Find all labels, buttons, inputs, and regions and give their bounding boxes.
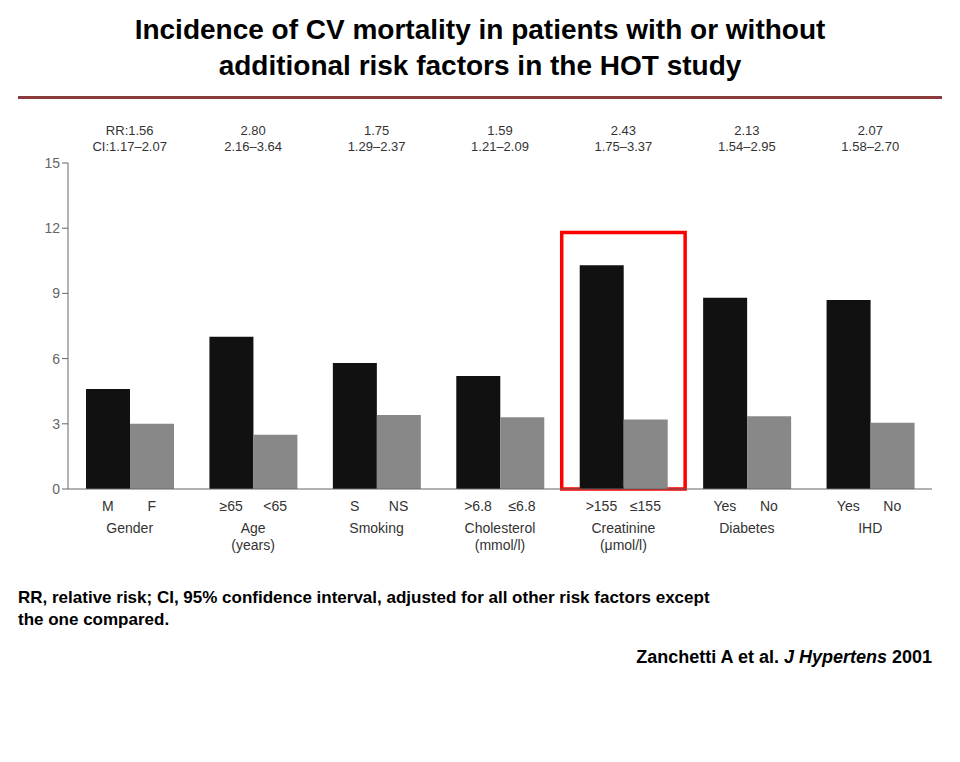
svg-text:12: 12 — [44, 220, 60, 236]
svg-text:≤6.8: ≤6.8 — [508, 498, 535, 514]
svg-text:Cholesterol: Cholesterol — [465, 520, 536, 536]
svg-text:1.75–3.37: 1.75–3.37 — [595, 139, 653, 154]
svg-text:No: No — [760, 498, 778, 514]
svg-text:No: No — [883, 498, 901, 514]
svg-text:1.29–2.37: 1.29–2.37 — [348, 139, 406, 154]
svg-text:NS: NS — [389, 498, 408, 514]
svg-text:Diabetes: Diabetes — [719, 520, 774, 536]
svg-text:0: 0 — [52, 481, 60, 497]
svg-text:6: 6 — [52, 351, 60, 367]
html-text:Zanchetti A et al. J Hypertens: Zanchetti A et al. J Hypertens 2001 — [636, 647, 932, 667]
svg-text:1.54–2.95: 1.54–2.95 — [718, 139, 776, 154]
svg-text:(μmol/l): (μmol/l) — [600, 537, 647, 553]
svg-text:2.13: 2.13 — [734, 123, 759, 138]
svg-text:>155: >155 — [586, 498, 618, 514]
svg-text:(mmol/l): (mmol/l) — [475, 537, 526, 553]
svg-text:1.58–2.70: 1.58–2.70 — [841, 139, 899, 154]
svg-text:(years): (years) — [231, 537, 275, 553]
svg-text:S: S — [350, 498, 359, 514]
svg-text:2.43: 2.43 — [611, 123, 636, 138]
svg-text:Yes: Yes — [713, 498, 736, 514]
svg-text:1.21–2.09: 1.21–2.09 — [471, 139, 529, 154]
svg-text:2.16–3.64: 2.16–3.64 — [224, 139, 282, 154]
svg-text:1.59: 1.59 — [487, 123, 512, 138]
svg-text:F: F — [147, 498, 156, 514]
svg-text:Gender: Gender — [106, 520, 153, 536]
svg-text:<65: <65 — [263, 498, 287, 514]
svg-text:CI:1.17–2.07: CI:1.17–2.07 — [92, 139, 166, 154]
svg-text:15: 15 — [44, 155, 60, 171]
html-text:Incidence of CV mortality in p: Incidence of CV mortality in patients wi… — [134, 14, 826, 81]
svg-text:Creatinine: Creatinine — [592, 520, 656, 536]
svg-text:≤155: ≤155 — [630, 498, 661, 514]
svg-text:RR:1.56: RR:1.56 — [106, 123, 154, 138]
svg-text:M: M — [102, 498, 114, 514]
svg-text:9: 9 — [52, 285, 60, 301]
svg-text:2.80: 2.80 — [240, 123, 265, 138]
svg-text:≥65: ≥65 — [220, 498, 243, 514]
svg-text:3: 3 — [52, 416, 60, 432]
svg-text:1.75: 1.75 — [364, 123, 389, 138]
svg-text:>6.8: >6.8 — [464, 498, 492, 514]
svg-text:IHD: IHD — [858, 520, 882, 536]
svg-text:2.07: 2.07 — [858, 123, 883, 138]
svg-text:Age: Age — [241, 520, 266, 536]
svg-text:Yes: Yes — [837, 498, 860, 514]
html-text:RR, relative risk; CI, 95% con: RR, relative risk; CI, 95% confidence in… — [18, 588, 710, 629]
svg-text:Smoking: Smoking — [349, 520, 403, 536]
